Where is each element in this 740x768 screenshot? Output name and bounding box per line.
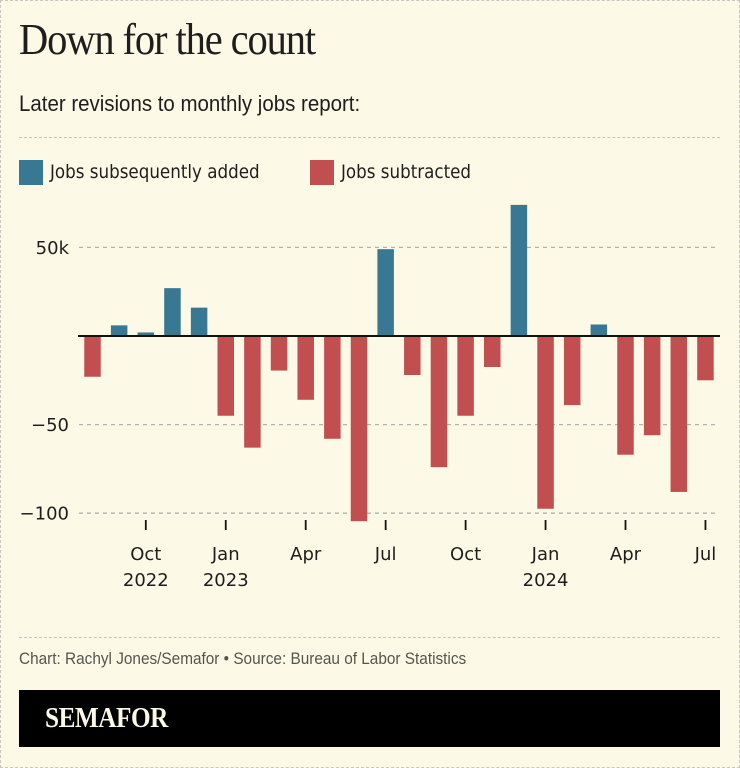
legend-label-subtracted: Jobs subtracted	[341, 161, 472, 183]
x-tick-year-label: 2023	[203, 570, 249, 590]
bars	[84, 204, 714, 522]
bar-added	[137, 332, 155, 336]
bar-added	[377, 249, 394, 336]
x-tick-label: Oct	[130, 544, 161, 565]
bar-subtracted	[270, 336, 288, 371]
bar-subtracted	[84, 336, 101, 377]
legend: Jobs subsequently added Jobs subtracted	[19, 158, 519, 186]
x-tick-label: Apr	[290, 544, 322, 565]
brand-bar: SEMAFOR	[19, 690, 720, 747]
bar-chart: 50k −50 −100 Oct 2022 Jan 2023 Apr Jul Oct Jan 202…	[20, 204, 720, 590]
y-tick-label: 50k	[36, 238, 70, 259]
bar-subtracted	[563, 336, 581, 406]
bar-added	[164, 288, 181, 336]
bar-subtracted	[404, 336, 421, 375]
chart-title: Down for the count	[19, 15, 316, 64]
bar-subtracted	[670, 336, 688, 492]
x-axis: Oct 2022 Jan 2023 Apr Jul Oct Jan 2024 Apr Jul	[123, 520, 716, 590]
bar-subtracted	[297, 336, 314, 400]
chart-subtitle: Later revisions to monthly jobs report:	[19, 91, 361, 116]
legend-item-subtracted: Jobs subtracted	[310, 159, 501, 185]
bar-added	[510, 204, 528, 336]
y-tick-label: −50	[31, 415, 69, 436]
legend-swatch-added	[19, 159, 43, 185]
y-axis-labels: 50k −50 −100	[20, 238, 70, 525]
x-tick-label: Jul	[694, 544, 717, 565]
footer-divider	[19, 637, 720, 638]
bar-subtracted	[350, 336, 368, 522]
legend-item-added: Jobs subsequently added	[19, 159, 292, 185]
bar-added	[110, 325, 128, 336]
bar-subtracted	[457, 336, 474, 416]
bar-subtracted	[537, 336, 554, 509]
semafor-logo: SEMAFOR	[45, 703, 168, 734]
source-credit: Chart: Rachyl Jones/Semafor • Source: Bu…	[19, 650, 467, 668]
legend-swatch-subtracted	[310, 159, 334, 185]
x-tick-label: Apr	[610, 544, 642, 565]
x-tick-label: Jul	[374, 544, 397, 565]
bar-subtracted	[617, 336, 634, 455]
bar-added	[590, 324, 608, 336]
legend-label-added: Jobs subsequently added	[50, 161, 260, 183]
bar-subtracted	[217, 336, 234, 416]
x-tick-year-label: 2022	[123, 570, 169, 590]
x-tick-year-label: 2024	[523, 570, 569, 590]
bar-added	[190, 307, 208, 336]
bar-subtracted	[643, 336, 661, 436]
y-tick-label: −100	[20, 504, 69, 525]
x-tick-label: Oct	[450, 544, 481, 565]
x-tick-label: Jan	[211, 544, 240, 565]
bar-subtracted	[430, 336, 448, 468]
x-tick-label: Jan	[531, 544, 560, 565]
bar-subtracted	[484, 336, 501, 368]
gridlines	[79, 246, 717, 514]
header-divider	[19, 137, 720, 138]
bar-subtracted	[244, 336, 261, 448]
bar-subtracted	[324, 336, 341, 439]
bar-subtracted	[697, 336, 714, 381]
